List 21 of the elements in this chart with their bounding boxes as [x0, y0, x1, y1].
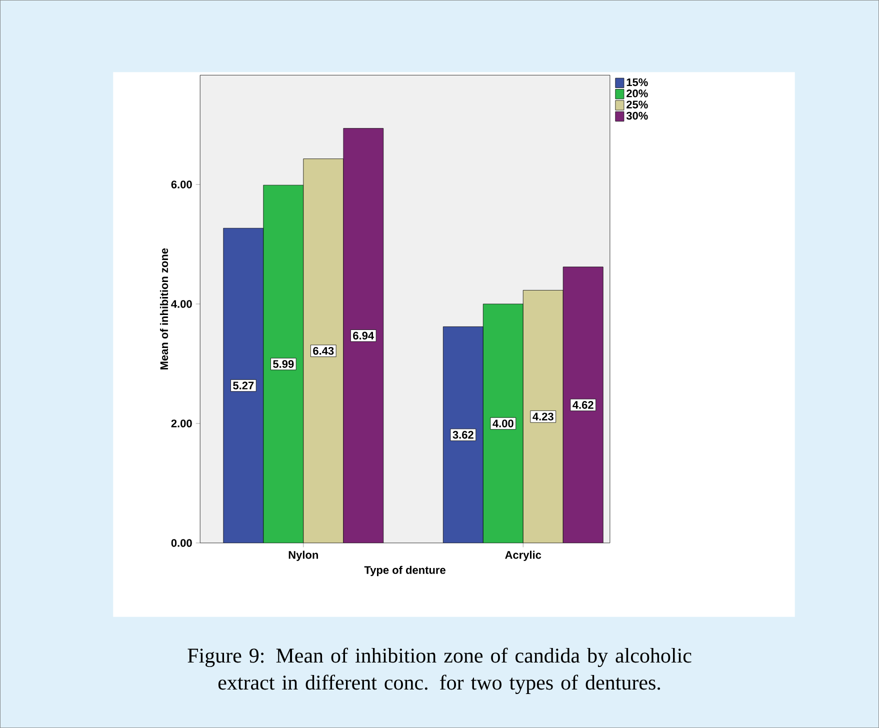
x-tick-label: Nylon — [288, 550, 318, 561]
legend-label: 25% — [626, 100, 648, 108]
data-label: 6.43 — [313, 346, 334, 355]
data-label: 5.27 — [233, 382, 254, 390]
data-label: 4.23 — [532, 412, 554, 420]
legend-label: 15% — [626, 78, 648, 86]
data-label: 5.99 — [273, 360, 294, 368]
y-tick-label: 0.00 — [171, 539, 192, 547]
data-label: 4.62 — [572, 401, 594, 409]
data-label: 4.00 — [492, 420, 514, 428]
x-axis-title: Type of denture — [364, 566, 446, 576]
legend-label: 20% — [626, 89, 648, 98]
legend-label: 30% — [626, 112, 648, 120]
y-tick-label: 6.00 — [171, 180, 192, 188]
y-tick-label: 2.00 — [171, 420, 192, 428]
data-label: 3.62 — [452, 430, 474, 439]
caption: Figure 9: Mean of inhibition zone of candida by alcoholic extract in different conc. for two types of dentures. — [188, 648, 692, 694]
data-label: 6.94 — [353, 332, 374, 340]
y-axis-title: Mean of inhibition zone — [160, 248, 168, 370]
y-tick-label: 4.00 — [171, 300, 192, 308]
x-tick-label: Acrylic — [505, 550, 542, 561]
